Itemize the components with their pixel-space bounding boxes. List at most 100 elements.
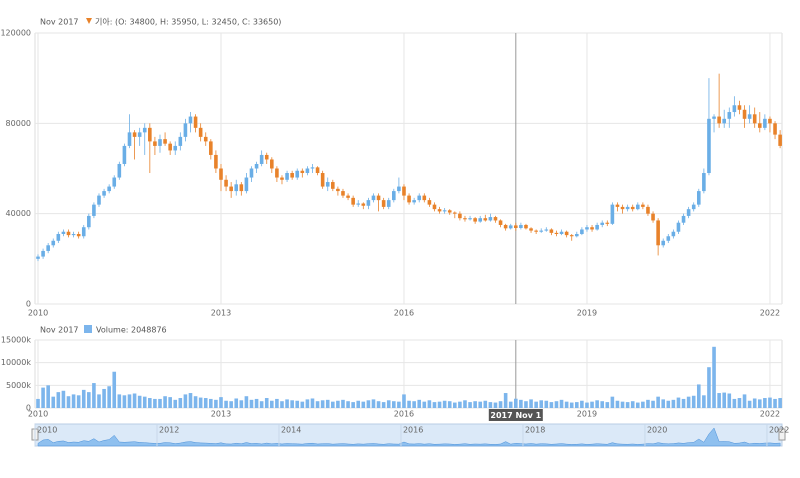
navigator-tick-label: 2020 [647,426,667,435]
volume-bar [112,371,117,408]
volume-bar [392,401,396,408]
x-tick-label: 2010 [28,309,48,318]
volume-bar [295,400,300,408]
volume-y-tick-label: 5000k [6,381,31,390]
candle-body [620,206,625,210]
volume-bar [514,398,518,408]
candle-body [366,200,371,206]
volume-bar [574,402,579,408]
candle-body [610,204,615,224]
volume-bar [752,398,757,408]
candle-body [290,173,294,178]
volume-bar [122,395,127,408]
volume-bar [239,400,244,408]
candle-body [214,154,218,169]
volume-bar [254,398,259,408]
candle-body [239,184,244,192]
volume-bar [244,396,249,408]
volume-bar [66,396,71,408]
volume-bar [590,401,594,408]
navigator-tick-label: 2010 [37,426,57,435]
date-label: Nov 2017 [40,18,79,27]
volume-bar [264,398,269,408]
volume-bar [356,400,361,408]
volume-bar [305,399,310,408]
candle-body [46,245,50,251]
volume-bar [549,402,554,408]
volume-bar [544,400,549,408]
volume-bar [656,396,660,408]
volume-bar [483,400,488,408]
volume-bar [488,402,493,408]
volume-bar [519,399,523,408]
candle-body [778,134,782,146]
candle-body [219,168,223,180]
volume-bar [595,400,599,408]
candle-body [254,163,259,169]
y-tick-label: 80000 [6,119,31,128]
volume-bar [473,401,477,408]
volume-bar [92,383,96,408]
candle-body [188,116,193,124]
volume-bar [386,400,391,408]
legend-icon [86,18,92,24]
x-tick-label: 2016 [394,309,414,318]
candle-body [229,186,233,192]
candle-body [493,217,498,221]
candle-body [234,184,239,192]
candle-body [412,200,416,203]
candle-body [392,191,396,201]
volume-bar [310,398,315,408]
volume-bar [219,397,223,408]
candle-body [198,127,203,137]
volume-x-tick-label: 2019 [577,410,597,419]
navigator-handle[interactable] [778,428,786,441]
candle-body [407,195,411,203]
volume-bar [320,400,325,408]
candle-body [519,224,523,229]
volume-bar [173,399,178,408]
volume-bar [569,402,574,408]
volume-bar [290,400,294,408]
candle-body [66,231,71,236]
navigator-tick-label: 2014 [281,426,301,435]
candle-body [742,109,747,119]
candle-body [112,177,117,187]
candle-body [285,173,289,180]
candle-body [595,224,599,230]
volume-bar [153,398,157,408]
volume-bar [493,402,498,408]
volume-bar [381,402,386,408]
volume-bar [376,401,381,408]
candle-body [137,132,142,137]
volume-bar [508,401,513,408]
volume-bar [635,402,640,408]
volume-bar [605,402,610,408]
candle-body [442,210,447,212]
volume-bar [280,401,284,408]
volume-bar [478,401,483,408]
candle-body [615,204,620,207]
candle-body [590,227,594,230]
volume-bar [778,398,782,408]
candle-body [36,256,40,259]
candle-body [763,118,767,128]
volume-bar [137,395,142,408]
volume-bar [285,399,289,408]
candle-body [153,141,157,146]
candle-body [661,240,666,246]
volume-bar [203,398,208,408]
candle-body [773,123,777,135]
volume-bar [661,399,666,408]
candle-body [641,204,645,207]
volume-bar [259,401,264,408]
y-tick-label: 40000 [6,209,31,218]
volume-bar [178,398,183,408]
candle-body [671,231,676,237]
volume-x-tick-label: 2022 [760,410,780,419]
navigator-tick-label: 2022 [769,426,789,435]
volume-bar [142,396,147,408]
candle-body [447,210,452,213]
volume-bar [397,401,401,408]
volume-bar [331,401,335,408]
